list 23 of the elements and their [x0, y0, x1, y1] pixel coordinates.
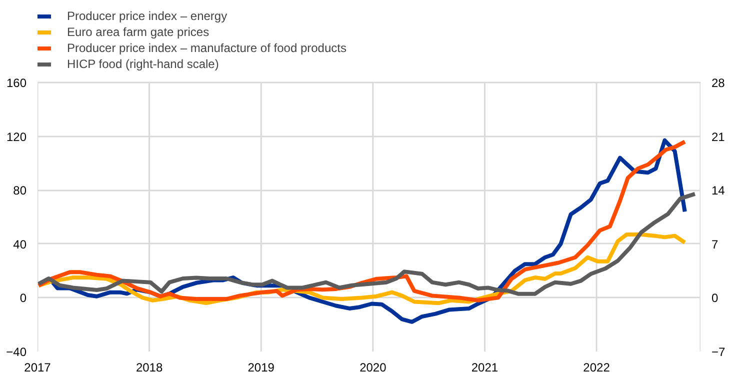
- y2-tick-label: 21: [712, 130, 726, 144]
- y2-tick-label: 28: [712, 76, 726, 90]
- line-series: [38, 192, 697, 296]
- x-tick-label: 2018: [136, 360, 163, 374]
- x-tick-label: 2021: [471, 360, 498, 374]
- y2-tick-label: −7: [712, 345, 726, 359]
- legend-label: Euro area farm gate prices: [67, 24, 210, 40]
- y-tick-label: −40: [6, 345, 27, 359]
- y2-tick-label: 7: [712, 237, 718, 252]
- legend-label: HICP food (right-hand scale): [67, 56, 219, 72]
- x-tick-label: 2020: [360, 360, 387, 374]
- y-tick-label: 0: [20, 291, 27, 306]
- x-tick-label: 2022: [583, 360, 610, 374]
- y2-tick-label: 14: [712, 184, 726, 198]
- y-tick-label: 80: [13, 184, 27, 198]
- legend-label: Producer price index – manufacture of food products: [67, 40, 346, 56]
- y-tick-label: 40: [13, 237, 27, 252]
- y2-tick-label: 0: [712, 291, 718, 306]
- y-tick-label: 160: [6, 76, 27, 90]
- x-tick-label: 2017: [24, 360, 52, 374]
- x-tick-label: 2019: [248, 360, 275, 374]
- y-tick-label: 120: [6, 130, 27, 144]
- legend-label: Producer price index – energy: [67, 8, 228, 24]
